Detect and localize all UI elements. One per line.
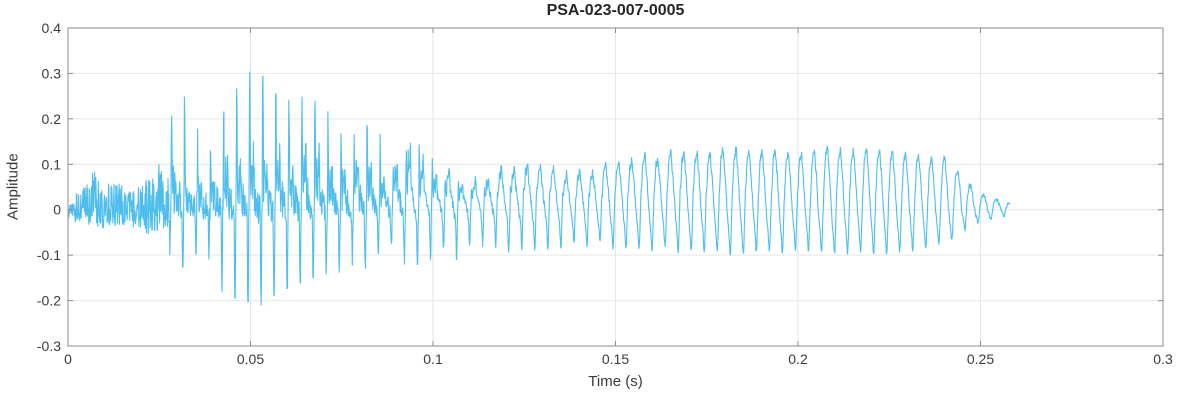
x-tick-label: 0.1: [423, 351, 443, 367]
y-tick-label: 0: [53, 202, 61, 218]
y-tick-label: -0.3: [37, 338, 61, 354]
y-tick-label: 0.1: [42, 156, 62, 172]
y-tick-label: 0.3: [42, 65, 62, 81]
x-tick-label: 0.2: [788, 351, 808, 367]
x-tick-label: 0.3: [1153, 351, 1173, 367]
x-tick-label: 0: [64, 351, 72, 367]
chart-title: PSA-023-007-0005: [546, 2, 685, 19]
x-axis-label: Time (s): [588, 373, 643, 390]
y-tick-label: -0.2: [37, 293, 61, 309]
y-tick-label: 0.4: [42, 20, 62, 36]
x-tick-label: 0.05: [237, 351, 264, 367]
x-tick-label: 0.25: [967, 351, 994, 367]
waveform-line: [67, 71, 1011, 306]
y-tick-label: -0.1: [37, 247, 61, 263]
x-tick-label: 0.15: [602, 351, 629, 367]
y-axis-label: Amplitude: [4, 153, 22, 221]
y-tick-label: 0.2: [42, 111, 62, 127]
